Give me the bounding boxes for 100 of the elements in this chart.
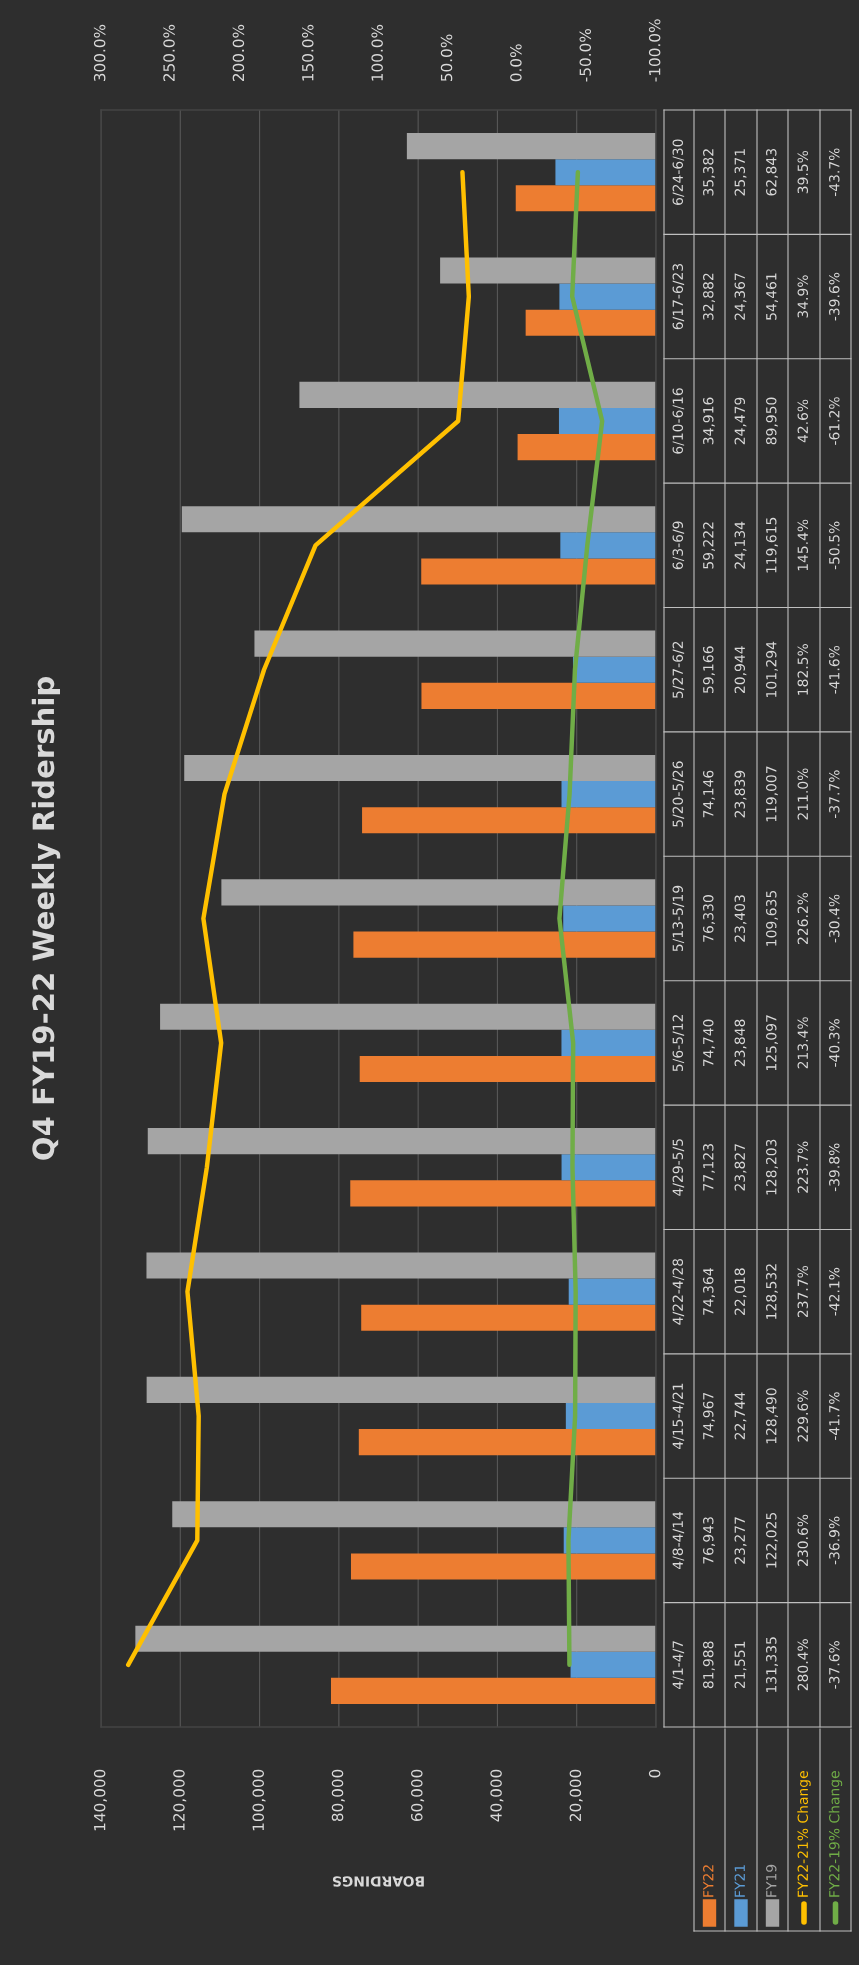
data-label: -39.6% bbox=[829, 272, 840, 321]
text: Q4 FY19-22 Weekly Ridership bbox=[31, 677, 61, 1160]
bar bbox=[184, 754, 656, 782]
data-label: 23,848 bbox=[734, 1019, 747, 1067]
data-label: 54,461 bbox=[766, 273, 778, 320]
data-label: -61.2% bbox=[829, 397, 840, 445]
data-label: 22,018 bbox=[734, 1268, 747, 1315]
x-tick-label: 60,000 bbox=[411, 1769, 425, 1822]
data-label: 229.6% bbox=[797, 1390, 809, 1442]
y-tick-label: 4/1-4/7 bbox=[672, 1641, 685, 1689]
data-label: 34,916 bbox=[703, 397, 715, 445]
data-label: -36.9% bbox=[829, 1516, 840, 1565]
y-tick-label: 4/29-5/5 bbox=[672, 1139, 685, 1196]
bar bbox=[561, 1154, 656, 1181]
data-label: 182.5% bbox=[797, 644, 809, 695]
bar bbox=[440, 257, 656, 284]
bar bbox=[570, 1651, 656, 1678]
data-label: 74,740 bbox=[703, 1019, 715, 1067]
data-label: 76,943 bbox=[703, 1517, 715, 1564]
data-label: 109,635 bbox=[766, 891, 778, 946]
bar bbox=[572, 656, 656, 683]
data-label: 23,827 bbox=[734, 1144, 747, 1191]
bar bbox=[254, 630, 656, 657]
data-label: 39.5% bbox=[797, 150, 809, 194]
data-label: -43.7% bbox=[829, 148, 840, 197]
data-label: 145.4% bbox=[797, 519, 809, 571]
data-label: 125,097 bbox=[766, 1015, 778, 1071]
bar bbox=[358, 1429, 656, 1456]
bar bbox=[350, 1180, 656, 1207]
data-label: 128,203 bbox=[766, 1139, 778, 1195]
bar bbox=[350, 1553, 656, 1580]
data-label: -37.7% bbox=[829, 770, 840, 818]
x-tick-label: 120,000 bbox=[173, 1769, 187, 1831]
bar bbox=[146, 1376, 656, 1403]
data-label: 101,294 bbox=[766, 641, 778, 697]
x2-tick-label: -100.0% bbox=[648, 19, 661, 82]
x2-tick-label: 300.0% bbox=[93, 24, 106, 82]
data-label: 89,950 bbox=[766, 397, 778, 445]
y-tick-label: 5/27-6/2 bbox=[672, 641, 685, 698]
bar bbox=[330, 1677, 656, 1704]
data-label: 280.4% bbox=[797, 1639, 809, 1691]
data-label: 24,479 bbox=[734, 397, 747, 445]
bar bbox=[561, 781, 656, 808]
data-label: 24,134 bbox=[734, 521, 747, 569]
bar bbox=[421, 558, 656, 585]
text: FY22 bbox=[703, 1865, 714, 1897]
bar bbox=[525, 309, 656, 336]
data-label: 223.7% bbox=[797, 1141, 809, 1193]
data-label: 76,330 bbox=[703, 895, 715, 942]
x-axis-title: BOARDINGS bbox=[332, 1876, 424, 1887]
x-tick-label: 40,000 bbox=[490, 1769, 504, 1822]
data-label: 62,843 bbox=[766, 149, 778, 196]
y-tick-label: 4/15-4/21 bbox=[672, 1383, 685, 1450]
bar bbox=[563, 1527, 656, 1554]
y-tick-label: 5/20-5/26 bbox=[672, 761, 685, 827]
bar bbox=[565, 1402, 656, 1430]
data-label: -40.3% bbox=[829, 1019, 840, 1067]
y-tick-label: 6/24-6/30 bbox=[672, 139, 685, 205]
data-label: 35,382 bbox=[703, 149, 715, 196]
x-tick-label: 20,000 bbox=[569, 1769, 583, 1821]
data-label: 122,025 bbox=[766, 1512, 778, 1568]
text: FY19 bbox=[766, 1864, 777, 1897]
text: FY21 bbox=[734, 1865, 745, 1897]
text: FY22-19% Change bbox=[828, 1771, 843, 1897]
y-tick-label: 5/13-5/19 bbox=[672, 885, 685, 952]
bar bbox=[560, 532, 656, 559]
data-label: 34.9% bbox=[797, 275, 809, 318]
x2-tick-label: 150.0% bbox=[302, 24, 314, 81]
bar bbox=[559, 283, 656, 310]
data-label: 131,335 bbox=[766, 1637, 778, 1692]
y-tick-label: 6/10-6/16 bbox=[672, 388, 685, 454]
x-tick-label: 80,000 bbox=[331, 1769, 345, 1822]
x2-tick-label: 250.0% bbox=[163, 24, 175, 82]
bar bbox=[147, 1128, 656, 1155]
data-label: 23,277 bbox=[734, 1517, 747, 1564]
data-label: -50.5% bbox=[829, 521, 840, 570]
data-label: -37.6% bbox=[829, 1641, 840, 1689]
bar bbox=[421, 682, 656, 709]
x2-tick-label: 50.0% bbox=[440, 34, 453, 82]
y-tick-label: 6/3-6/9 bbox=[672, 521, 685, 570]
bar bbox=[353, 931, 656, 958]
data-label: 74,146 bbox=[703, 770, 715, 818]
bar bbox=[362, 807, 656, 834]
x-tick-label: 0 bbox=[648, 1769, 661, 1778]
x-tick-label: 100,000 bbox=[252, 1769, 266, 1831]
data-label: -41.7% bbox=[829, 1392, 840, 1440]
text: FY22-21% Change bbox=[797, 1771, 811, 1897]
bar bbox=[555, 159, 656, 186]
data-label: 237.7% bbox=[797, 1265, 809, 1318]
bar bbox=[172, 1501, 656, 1528]
bar bbox=[359, 1055, 656, 1083]
data-label: 32,882 bbox=[703, 273, 715, 320]
x2-tick-label: -50.0% bbox=[579, 29, 592, 82]
data-label: 81,988 bbox=[703, 1641, 715, 1689]
bar bbox=[406, 133, 656, 160]
y-tick-label: 5/6-5/12 bbox=[672, 1015, 685, 1072]
data-label: -39.8% bbox=[829, 1143, 840, 1192]
data-label: 226.2% bbox=[797, 892, 809, 944]
bar bbox=[135, 1625, 656, 1652]
x-tick-label: 140,000 bbox=[93, 1769, 107, 1831]
